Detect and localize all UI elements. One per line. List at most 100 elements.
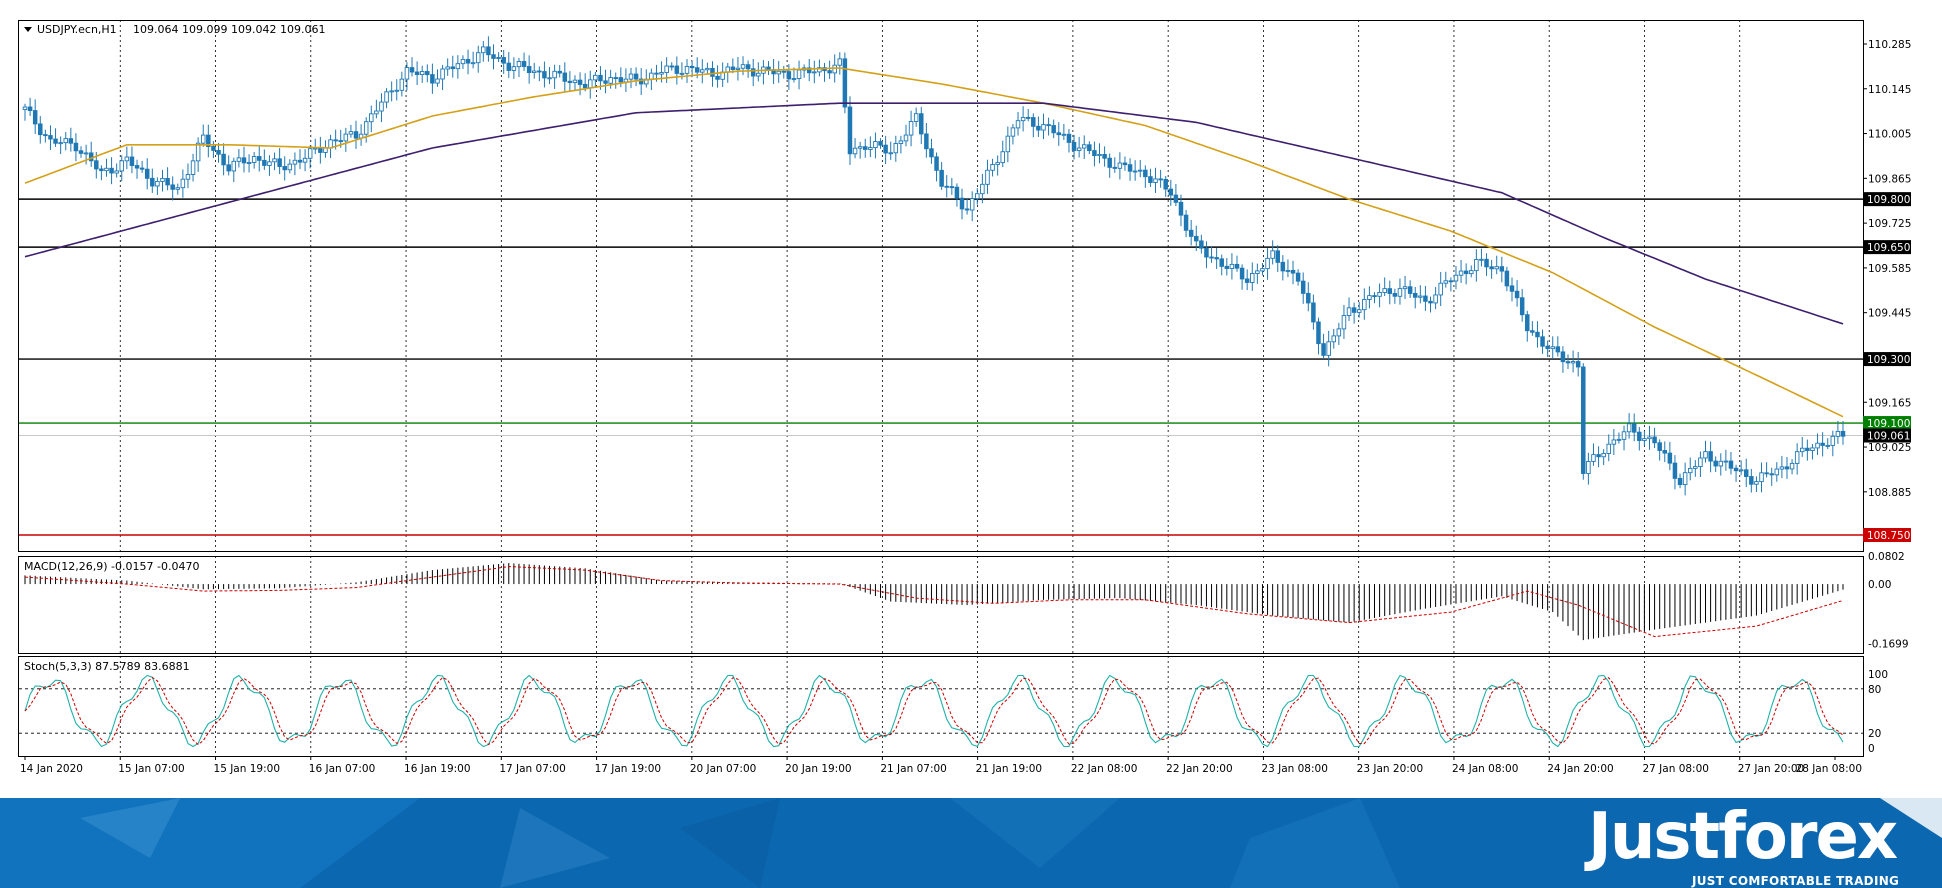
- candle-body: [618, 77, 624, 83]
- candle-body: [73, 142, 79, 152]
- symbol-label[interactable]: USDJPY.ecn,H1: [37, 23, 117, 36]
- candle-body: [1774, 468, 1780, 476]
- candle-body: [827, 70, 832, 74]
- candle-body: [1117, 162, 1123, 169]
- level-price-badge: [1863, 416, 1911, 431]
- stoch-label: Stoch(5,3,3) 87.5789 83.6881: [24, 660, 190, 673]
- level-price-text: 109.300: [1867, 354, 1910, 366]
- candle-body: [1270, 250, 1275, 259]
- candle-body: [521, 61, 527, 67]
- candle-body: [674, 65, 680, 74]
- candle-body: [745, 64, 751, 70]
- candle-body: [710, 67, 715, 77]
- candle-body: [1025, 116, 1031, 119]
- y-tick-label: 109.725: [1868, 218, 1911, 230]
- candle-body: [1657, 442, 1662, 451]
- candle-body: [934, 156, 939, 171]
- candle-body: [1066, 133, 1072, 143]
- candle-body: [38, 123, 43, 136]
- x-tick-label: 23 Jan 20:00: [1357, 763, 1423, 775]
- macd-label: MACD(12,26,9) -0.0157 -0.0470: [24, 560, 199, 573]
- candle-body: [1346, 307, 1352, 317]
- stoch-signal-line: [24, 676, 1844, 746]
- candle-body: [1321, 343, 1326, 356]
- candle-body: [847, 106, 853, 155]
- candle-body: [812, 71, 817, 74]
- candle-body: [53, 138, 58, 144]
- candle-body: [195, 142, 201, 162]
- candle-body: [1239, 267, 1245, 280]
- candle-body: [542, 71, 547, 79]
- candle-body: [1474, 259, 1479, 272]
- candle-body: [1469, 270, 1474, 275]
- candle-body: [119, 160, 125, 172]
- candle-body: [1178, 201, 1184, 216]
- candle-body: [425, 71, 430, 76]
- candle-body: [343, 133, 349, 142]
- candle-body: [1351, 307, 1357, 313]
- macd-frame: [18, 556, 1864, 654]
- candle-body: [1805, 447, 1810, 452]
- candle-body: [1000, 151, 1005, 164]
- candle-body: [114, 170, 119, 174]
- level-price-text: 109.650: [1867, 242, 1910, 254]
- candle-body: [1163, 178, 1168, 190]
- candle-body: [211, 146, 216, 151]
- candle-body: [491, 54, 496, 59]
- y-tick-label: 110.145: [1868, 84, 1911, 96]
- candle-body: [1168, 188, 1174, 196]
- candle-body: [1611, 439, 1617, 445]
- x-axis-ticks: 14 Jan 2020 15 Jan 07:00 15 Jan 19:00 16 Ja…: [20, 756, 1862, 775]
- candle-body: [689, 65, 695, 69]
- candle-body: [995, 162, 1000, 165]
- candle-body: [1667, 452, 1673, 464]
- symbol-dropdown-icon[interactable]: [24, 27, 32, 32]
- candle-body: [863, 146, 868, 150]
- candle-body: [1356, 309, 1362, 313]
- x-tick-label: 20 Jan 19:00: [785, 763, 851, 775]
- y-tick-label: 108.885: [1868, 487, 1911, 499]
- candle-body: [964, 208, 970, 211]
- candle-body: [48, 135, 53, 140]
- x-tick-label: 20 Jan 07:00: [690, 763, 756, 775]
- candle-body: [1255, 270, 1260, 274]
- candle-body: [1621, 431, 1627, 440]
- candle-body: [735, 67, 741, 70]
- candle-body: [1387, 288, 1393, 294]
- candle-body: [1275, 250, 1280, 263]
- candle-body: [1825, 444, 1830, 447]
- candle-body: [878, 141, 883, 146]
- candle-body: [730, 66, 736, 70]
- candle-body: [1703, 451, 1708, 459]
- candle-body: [1046, 124, 1051, 127]
- candle-body: [919, 113, 924, 135]
- candle-body: [1530, 330, 1535, 333]
- candle-body: [1204, 247, 1209, 258]
- candle-body: [109, 167, 114, 174]
- candle-body: [1097, 154, 1102, 157]
- candle-body: [1738, 469, 1744, 472]
- candle-body: [287, 163, 293, 171]
- candle-body: [1326, 341, 1331, 356]
- candle-body: [684, 65, 690, 74]
- candle-body: [603, 80, 608, 84]
- candle-body: [409, 67, 415, 73]
- x-tick-label: 27 Jan 08:00: [1642, 763, 1708, 775]
- candle-body: [1749, 476, 1754, 485]
- candle-body: [796, 69, 802, 79]
- stoch-y-tick-label: 100: [1868, 669, 1888, 681]
- candle-body: [582, 83, 588, 89]
- x-tick-label: 21 Jan 07:00: [880, 763, 946, 775]
- candle-body: [786, 71, 792, 80]
- candle-body: [139, 167, 145, 170]
- candle-body: [379, 101, 384, 112]
- candle-body: [1300, 280, 1306, 294]
- candle-body: [985, 169, 990, 185]
- x-tick-label: 15 Jan 07:00: [118, 763, 184, 775]
- candle-body: [959, 197, 965, 210]
- candle-body: [1005, 135, 1011, 153]
- candle-body: [475, 52, 481, 64]
- stoch-y-tick-label: 0: [1868, 743, 1875, 755]
- candle-body: [664, 65, 669, 73]
- candle-body: [302, 157, 308, 163]
